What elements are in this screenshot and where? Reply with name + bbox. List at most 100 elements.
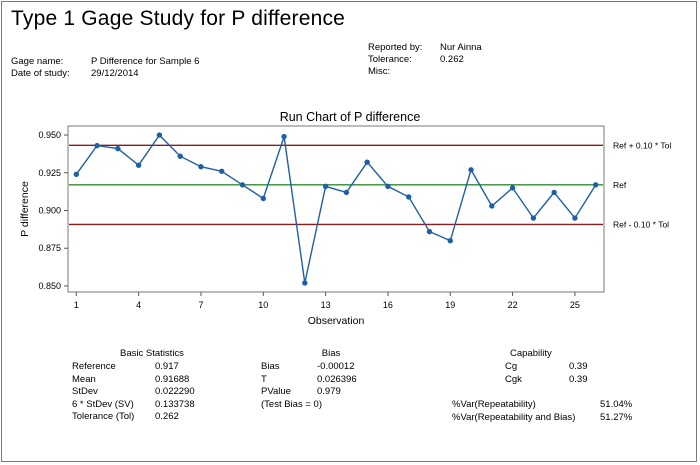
data-point bbox=[509, 185, 516, 191]
gage-name-row: Gage name: P Difference for Sample 6 bbox=[11, 56, 199, 68]
bias-value: 0.026396 bbox=[317, 373, 357, 385]
data-point bbox=[406, 194, 412, 200]
data-point bbox=[322, 183, 329, 190]
data-point bbox=[343, 189, 350, 196]
data-point bbox=[426, 228, 433, 235]
data-point bbox=[260, 195, 266, 202]
x-axis-label: Observation bbox=[308, 315, 365, 327]
cap-row-cgk: Cgk 0.39 bbox=[452, 374, 672, 386]
data-point bbox=[489, 203, 495, 209]
tolerance-row: Tolerance: 0.262 bbox=[368, 54, 482, 66]
data-point bbox=[592, 182, 599, 188]
data-point bbox=[385, 183, 391, 190]
reference-line-label: Ref bbox=[613, 180, 627, 190]
bias-row-t: T 0.026396 bbox=[261, 374, 401, 386]
y-tick-label: 0.850 bbox=[38, 281, 61, 291]
data-point bbox=[364, 159, 370, 165]
data-point bbox=[156, 132, 163, 138]
reported-by-value: Nur Ainna bbox=[440, 42, 482, 53]
plot-area bbox=[67, 125, 605, 293]
misc-row: Misc: bbox=[368, 66, 482, 78]
data-point bbox=[219, 168, 225, 174]
cap-label: Cgk bbox=[505, 373, 522, 385]
cap-row-cg: Cg 0.39 bbox=[452, 361, 672, 373]
stat-value: 0.917 bbox=[155, 361, 179, 373]
x-tick-label: 7 bbox=[198, 300, 203, 310]
x-tick-label: 10 bbox=[258, 300, 268, 310]
stat-row-tolerance: Tolerance (Tol) 0.262 bbox=[72, 411, 232, 423]
reported-by-label: Reported by: bbox=[368, 42, 423, 53]
bias-row-test: (Test Bias = 0) bbox=[261, 399, 401, 411]
misc-label: Misc: bbox=[368, 66, 391, 77]
info-right: Reported by: Nur Ainna Tolerance: 0.262 Mi… bbox=[368, 42, 482, 78]
report-title: Type 1 Gage Study for P difference bbox=[11, 7, 346, 30]
tolerance-label: Tolerance: bbox=[368, 54, 412, 65]
stat-label: 6 * StDev (SV) bbox=[72, 398, 134, 410]
info-left: Gage name: P Difference for Sample 6 Date… bbox=[11, 56, 199, 80]
date-of-study-row: Date of study: 29/12/2014 bbox=[11, 68, 199, 80]
bias-statistics: Bias Bias -0.00012 T 0.026396 PValue 0.979 … bbox=[261, 348, 401, 411]
stat-row-reference: Reference 0.917 bbox=[72, 361, 232, 373]
data-point bbox=[447, 237, 453, 244]
bias-label: PValue bbox=[261, 386, 291, 398]
data-point bbox=[572, 215, 578, 221]
data-point bbox=[281, 133, 287, 140]
stat-label: Tolerance (Tol) bbox=[72, 411, 135, 423]
cap-value: 0.39 bbox=[569, 373, 588, 385]
gage-name-value: P Difference for Sample 6 bbox=[91, 56, 200, 67]
bias-row-bias: Bias -0.00012 bbox=[261, 361, 401, 373]
y-tick-label: 0.875 bbox=[38, 243, 61, 253]
capability-header: Capability bbox=[510, 348, 552, 359]
data-point bbox=[73, 171, 80, 177]
data-point bbox=[551, 189, 557, 196]
data-point bbox=[530, 215, 537, 221]
pct-label: %Var(Repeatability) bbox=[452, 399, 536, 411]
pct-value: 51.27% bbox=[600, 411, 633, 423]
x-tick-label: 13 bbox=[321, 300, 331, 310]
x-tick-label: 19 bbox=[445, 300, 455, 310]
date-of-study-value: 29/12/2014 bbox=[91, 68, 139, 79]
x-tick-label: 25 bbox=[570, 300, 580, 310]
y-axis-label: P difference bbox=[19, 181, 31, 237]
data-point bbox=[468, 167, 474, 173]
y-tick-label: 0.925 bbox=[38, 168, 61, 178]
reported-by-row: Reported by: Nur Ainna bbox=[368, 42, 482, 54]
data-point bbox=[239, 182, 246, 188]
stat-label: StDev bbox=[72, 386, 98, 398]
stat-row-mean: Mean 0.91688 bbox=[72, 374, 232, 386]
bias-label: T bbox=[261, 373, 267, 385]
capability-statistics: Capability Cg 0.39 Cgk 0.39 %Var(Repeatabi… bbox=[452, 348, 672, 424]
stat-value: 0.022290 bbox=[155, 386, 195, 398]
tolerance-value: 0.262 bbox=[440, 54, 464, 65]
reference-line-label: Ref - 0.10 * Tol bbox=[613, 219, 669, 229]
data-point bbox=[135, 162, 142, 168]
data-point bbox=[302, 280, 308, 286]
stat-label: Mean bbox=[72, 373, 96, 385]
bias-test-note: (Test Bias = 0) bbox=[261, 398, 322, 410]
bias-value: 0.979 bbox=[317, 386, 341, 398]
stat-row-sv: 6 * StDev (SV) 0.133738 bbox=[72, 399, 232, 411]
pct-label: %Var(Repeatability and Bias) bbox=[452, 411, 576, 423]
basic-statistics-header: Basic Statistics bbox=[120, 348, 184, 359]
chart-title: Run Chart of P difference bbox=[279, 110, 421, 124]
data-point bbox=[115, 145, 121, 152]
series-line bbox=[75, 134, 597, 284]
bias-label: Bias bbox=[261, 361, 280, 373]
data-point bbox=[177, 153, 183, 159]
data-point bbox=[94, 142, 100, 149]
stat-value: 0.262 bbox=[155, 411, 179, 423]
stat-label: Reference bbox=[72, 361, 116, 373]
pct-value: 51.04% bbox=[600, 399, 633, 411]
x-tick-label: 22 bbox=[508, 300, 518, 310]
bias-header: Bias bbox=[321, 348, 341, 359]
stat-value: 0.133738 bbox=[155, 398, 195, 410]
reference-line-label: Ref + 0.10 * Tol bbox=[613, 140, 671, 150]
data-point bbox=[198, 164, 204, 170]
basic-statistics: Basic Statistics Reference 0.917 Mean 0.91… bbox=[72, 348, 232, 423]
y-tick-label: 0.950 bbox=[38, 130, 61, 140]
x-tick-label: 4 bbox=[136, 300, 141, 310]
cap-value: 0.39 bbox=[569, 361, 588, 373]
pct-row-repeatability-bias: %Var(Repeatability and Bias) 51.27% bbox=[452, 412, 672, 424]
